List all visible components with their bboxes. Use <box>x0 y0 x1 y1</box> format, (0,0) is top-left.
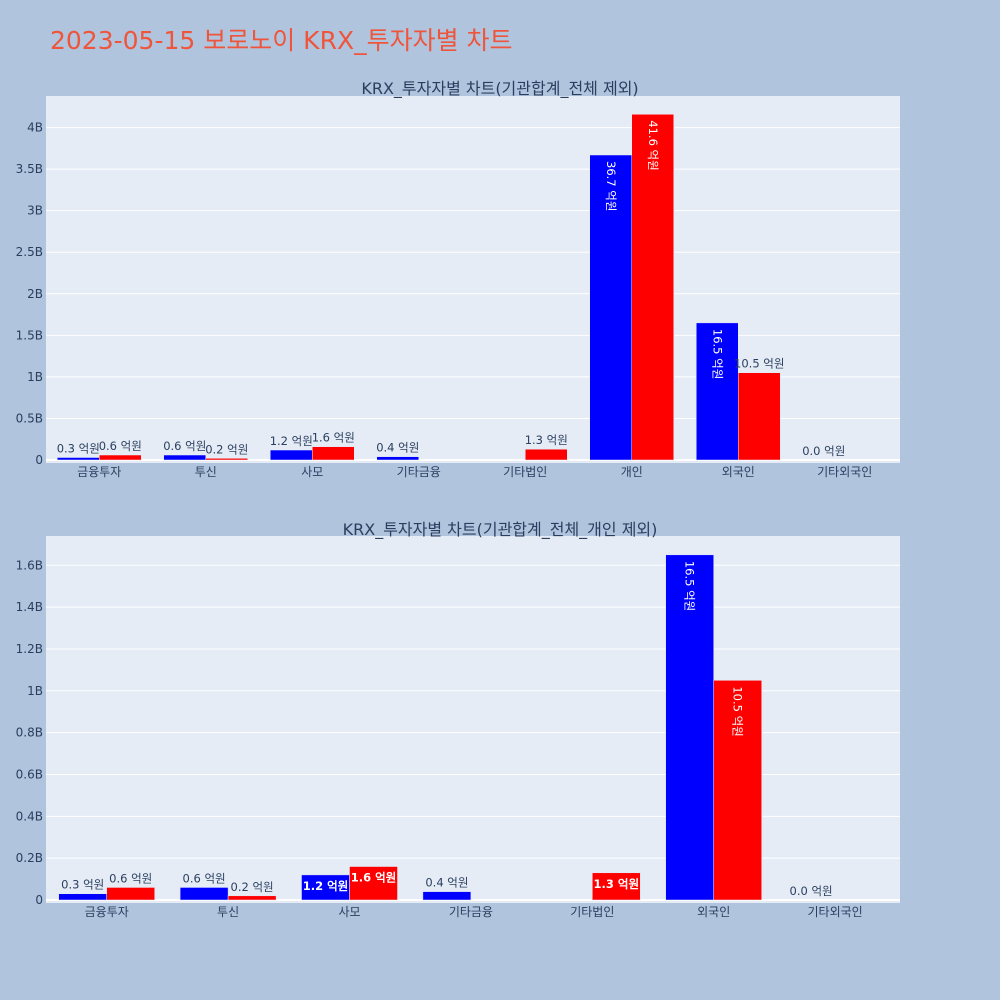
data-label: 1.3 억원 <box>594 877 640 891</box>
data-label: 0.6 억원 <box>109 871 152 885</box>
data-label: 1.2 억원 <box>303 879 349 893</box>
bar <box>738 372 781 461</box>
x-tick-label: 기타금융 <box>397 465 441 479</box>
data-label: 1.6 억원 <box>351 871 397 885</box>
y-tick-label: 0.2B <box>16 851 43 865</box>
data-label: 0.3 억원 <box>57 442 100 456</box>
plot-area-bottom <box>46 536 900 903</box>
bar <box>99 454 142 461</box>
data-label: 0.4 억원 <box>376 441 419 455</box>
y-tick-label: 0.4B <box>16 809 43 823</box>
y-tick-label: 1.6B <box>16 558 43 572</box>
bar <box>631 114 674 461</box>
chart-bottom: 0 0.2B 0.4B 0.6B 0.8B 1B 1.2B 1.4B 1.6B 금융투자 투신 사모… <box>16 520 900 919</box>
x-tick-label: 기타외국인 <box>817 465 872 479</box>
y-tick-label: 0 <box>35 893 43 907</box>
x-tick-label: 기타법인 <box>503 465 547 479</box>
x-tick-label: 기타외국인 <box>807 905 862 919</box>
bar <box>713 680 762 901</box>
x-tick-label: 사모 <box>301 465 323 479</box>
bar <box>589 154 632 461</box>
bar <box>270 449 313 461</box>
bar <box>665 554 714 901</box>
data-label: 0.6 억원 <box>163 439 206 453</box>
data-label: 0.6 억원 <box>183 871 226 885</box>
x-tick-label: 외국인 <box>722 465 755 479</box>
bars-bottom <box>58 554 762 901</box>
bar <box>163 454 206 461</box>
bar <box>227 895 277 901</box>
y-axis-bottom: 0 0.2B 0.4B 0.6B 0.8B 1B 1.2B 1.4B 1.6B <box>16 558 43 907</box>
data-label: 10.5 억원 <box>731 686 745 736</box>
chart-title-top: KRX_투자자별 차트(기관합계_전체 제외) <box>361 79 638 99</box>
data-label: 1.2 억원 <box>270 434 313 448</box>
data-label: 10.5 억원 <box>734 357 784 371</box>
x-axis-bottom: 금융투자 투신 사모 기타금융 기타법인 외국인 기타외국인 <box>85 905 863 919</box>
y-tick-label: 1.4B <box>16 600 43 614</box>
data-label: 0.2 억원 <box>231 880 274 894</box>
data-labels-bottom: 0.3 억원 0.6 억원 0.6 억원 0.2 억원 1.2 억원1.6 억원 0.4 … <box>61 561 833 898</box>
y-tick-label: 0.5B <box>16 411 43 425</box>
bar <box>422 891 472 901</box>
y-tick-label: 0.8B <box>16 726 43 740</box>
x-tick-label: 금융투자 <box>77 465 121 479</box>
data-label: 16.5 억원 <box>683 561 697 611</box>
data-label: 0.2 억원 <box>205 442 248 456</box>
page-title: 2023-05-15 보로노이 KRX_투자자별 차트 <box>50 26 513 55</box>
chart-title-bottom: KRX_투자자별 차트(기관합계_전체_개인 제외) <box>343 520 658 540</box>
bar <box>525 448 568 461</box>
bar <box>312 446 355 461</box>
x-tick-label: 투신 <box>195 465 217 479</box>
data-label: 0.0 억원 <box>802 444 845 458</box>
y-tick-label: 1.2B <box>16 642 43 656</box>
x-axis-top: 금융투자 투신 사모 기타금융 기타법인 개인 외국인 기타외국인 <box>77 465 872 479</box>
y-tick-label: 3.5B <box>16 162 43 176</box>
data-label: 1.6 억원 <box>312 431 355 445</box>
bar <box>179 887 229 901</box>
data-labels-top: 0.3 억원0.6 억원 0.6 억원0.2 억원1.2 억원1.6 억원0.4 … <box>57 120 846 458</box>
data-label: 41.6 억원 <box>646 120 660 170</box>
bar <box>205 458 248 461</box>
x-tick-label: 외국인 <box>697 905 730 919</box>
bar <box>106 887 155 901</box>
bar <box>592 872 641 901</box>
y-tick-label: 2B <box>27 287 43 301</box>
bar <box>57 457 100 461</box>
data-label: 1.3 억원 <box>525 433 568 447</box>
bar <box>58 893 107 901</box>
gridlines-bottom <box>46 564 900 901</box>
x-tick-label: 기타금융 <box>449 905 493 919</box>
y-tick-label: 3B <box>27 204 43 218</box>
x-tick-label: 금융투자 <box>85 905 129 919</box>
y-tick-label: 0 <box>35 453 43 467</box>
chart-top: 0 0.5B 1B 1.5B 2B 2.5B 3B 3.5B 4B 금융투자 투신 사모 기타금융 기타… <box>16 79 900 479</box>
y-tick-label: 1B <box>27 370 43 384</box>
y-tick-label: 0.6B <box>16 767 43 781</box>
bar <box>349 866 398 901</box>
y-tick-label: 1B <box>27 684 43 698</box>
x-tick-label: 사모 <box>338 905 360 919</box>
data-label: 0.0 억원 <box>790 884 833 898</box>
x-tick-label: 기타법인 <box>570 905 614 919</box>
data-label: 0.3 억원 <box>61 878 104 892</box>
y-tick-label: 1.5B <box>16 328 43 342</box>
x-tick-label: 개인 <box>621 465 643 479</box>
data-label: 16.5 억원 <box>710 329 724 379</box>
y-tick-label: 4B <box>27 121 43 135</box>
bars-top <box>57 114 781 461</box>
y-axis-top: 0 0.5B 1B 1.5B 2B 2.5B 3B 3.5B 4B <box>16 121 43 467</box>
y-tick-label: 2.5B <box>16 245 43 259</box>
x-tick-label: 투신 <box>217 905 239 919</box>
data-label: 0.4 억원 <box>425 876 468 890</box>
data-label: 36.7 억원 <box>604 161 618 211</box>
bar <box>376 456 419 461</box>
data-label: 0.6 억원 <box>99 439 142 453</box>
